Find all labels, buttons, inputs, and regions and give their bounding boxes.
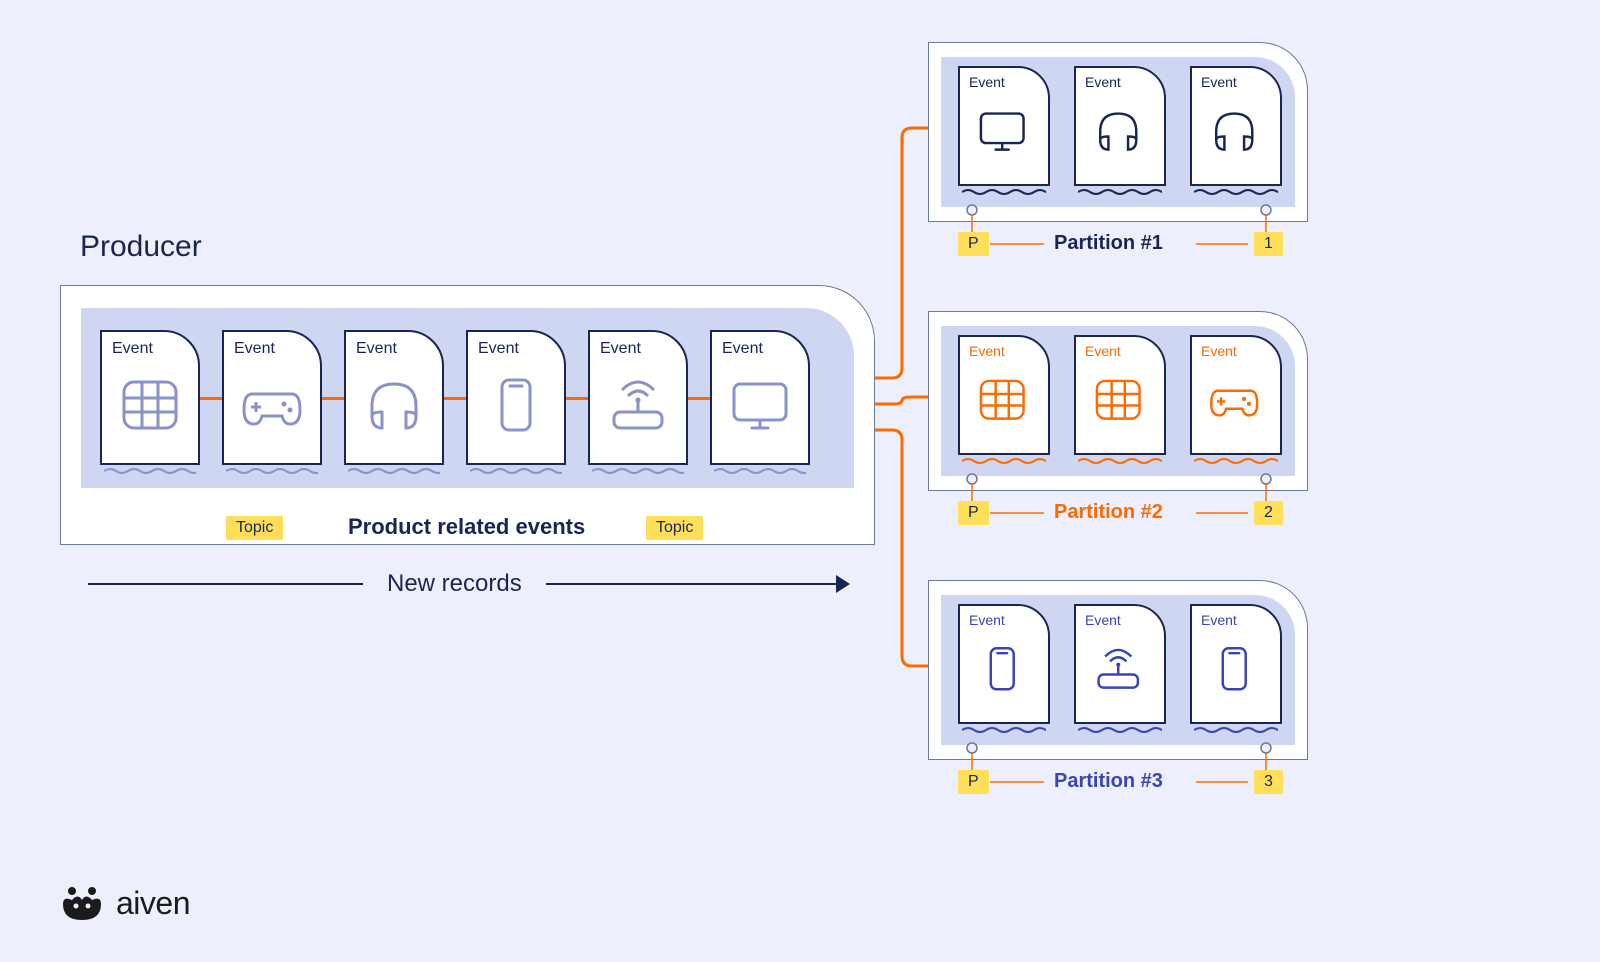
- brand: aiven: [60, 885, 190, 922]
- wave-underline: [348, 467, 438, 475]
- grid-icon: [1092, 376, 1148, 428]
- producer-event-card: Event: [466, 330, 566, 465]
- partition-event-card: Event: [958, 66, 1050, 186]
- gamepad-icon: [240, 376, 304, 434]
- router-icon: [1092, 645, 1148, 697]
- router-icon: [606, 376, 670, 434]
- wave-underline: [1078, 726, 1160, 734]
- wave-underline: [1194, 726, 1276, 734]
- wave-underline: [1078, 188, 1160, 196]
- partition-number-badge: 3: [1254, 770, 1283, 794]
- wave-underline: [962, 457, 1044, 465]
- event-label: Event: [960, 68, 1048, 90]
- wave-underline: [104, 467, 194, 475]
- partition-label: Partition #1: [1054, 232, 1163, 255]
- phone-icon: [1208, 645, 1264, 697]
- event-label: Event: [590, 332, 686, 358]
- event-label: Event: [224, 332, 320, 358]
- wave-underline: [714, 467, 804, 475]
- event-label: Event: [712, 332, 808, 358]
- producer-event-card: Event: [710, 330, 810, 465]
- partition-event-card: Event: [1190, 335, 1282, 455]
- new-records-label: New records: [363, 570, 546, 598]
- brand-name: aiven: [116, 885, 190, 922]
- p-badge: P: [958, 501, 989, 525]
- event-label: Event: [1076, 337, 1164, 359]
- partition-event-card: Event: [1190, 604, 1282, 724]
- wave-underline: [592, 467, 682, 475]
- headphones-icon: [1208, 107, 1264, 159]
- event-label: Event: [1076, 606, 1164, 628]
- partition-number-badge: 1: [1254, 232, 1283, 256]
- producer-event-card: Event: [222, 330, 322, 465]
- event-label: Event: [1192, 68, 1280, 90]
- monitor-icon: [976, 107, 1032, 159]
- partition-event-card: Event: [1190, 66, 1282, 186]
- p-badge: P: [958, 232, 989, 256]
- partition-event-card: Event: [958, 604, 1050, 724]
- producer-title: Producer: [80, 230, 202, 264]
- monitor-icon: [728, 376, 792, 434]
- partition-event-card: Event: [1074, 335, 1166, 455]
- phone-icon: [976, 645, 1032, 697]
- wave-underline: [226, 467, 316, 475]
- partition-event-card: Event: [1074, 604, 1166, 724]
- partition-event-card: Event: [958, 335, 1050, 455]
- wave-underline: [1194, 457, 1276, 465]
- producer-event-card: Event: [588, 330, 688, 465]
- partition-label: Partition #3: [1054, 770, 1163, 793]
- crab-icon: [60, 886, 104, 922]
- headphones-icon: [1092, 107, 1148, 159]
- event-label: Event: [468, 332, 564, 358]
- p-badge: P: [958, 770, 989, 794]
- event-label: Event: [1192, 337, 1280, 359]
- topic-badge-left: Topic: [226, 516, 283, 540]
- grid-icon: [976, 376, 1032, 428]
- gamepad-icon: [1208, 376, 1264, 428]
- topic-badge-right: Topic: [646, 516, 703, 540]
- topic-title: Product related events: [348, 514, 585, 540]
- producer-event-card: Event: [344, 330, 444, 465]
- producer-event-card: Event: [100, 330, 200, 465]
- event-label: Event: [960, 337, 1048, 359]
- event-label: Event: [102, 332, 198, 358]
- event-label: Event: [960, 606, 1048, 628]
- partition-event-card: Event: [1074, 66, 1166, 186]
- partition-label: Partition #2: [1054, 501, 1163, 524]
- wave-underline: [1194, 188, 1276, 196]
- wave-underline: [962, 726, 1044, 734]
- new-records-row: New records: [88, 570, 848, 598]
- headphones-icon: [362, 376, 426, 434]
- grid-icon: [118, 376, 182, 434]
- event-label: Event: [1192, 606, 1280, 628]
- event-label: Event: [1076, 68, 1164, 90]
- phone-icon: [484, 376, 548, 434]
- partition-number-badge: 2: [1254, 501, 1283, 525]
- wave-underline: [470, 467, 560, 475]
- wave-underline: [962, 188, 1044, 196]
- event-label: Event: [346, 332, 442, 358]
- wave-underline: [1078, 457, 1160, 465]
